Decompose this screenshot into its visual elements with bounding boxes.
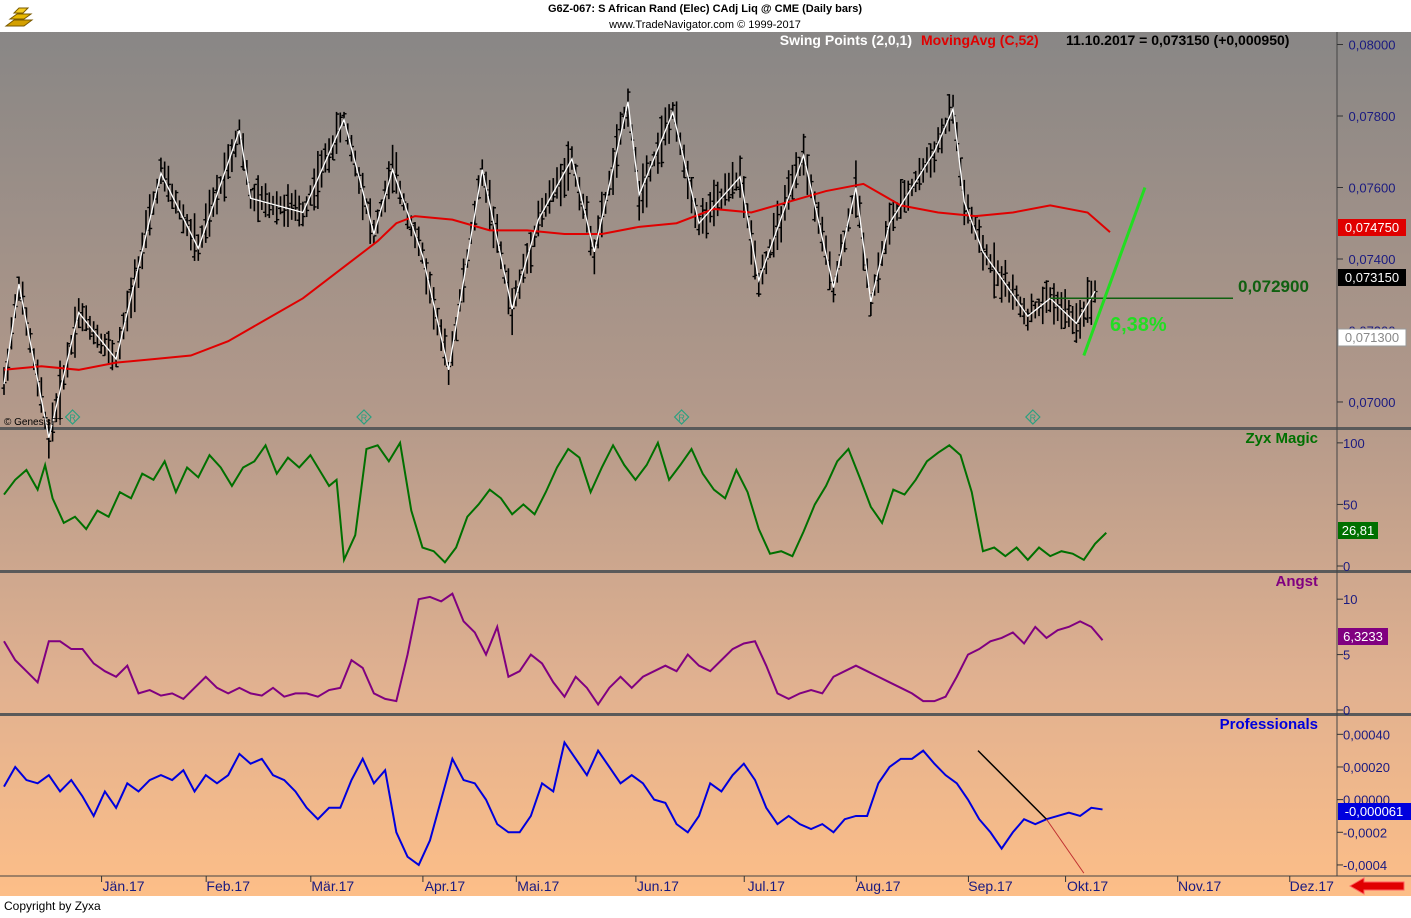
swing-points-layer: [3, 101, 1096, 438]
rollover-r-label: R: [1030, 413, 1037, 423]
zyx-magic-tick-label: 0: [1343, 559, 1350, 574]
professionals-tick-label: 0,00040: [1343, 727, 1390, 742]
ma-last-badge: [1338, 219, 1406, 236]
price-tick-label: 0,07400: [1349, 252, 1396, 267]
top-strip: [0, 0, 1411, 32]
target-line: [1082, 186, 1147, 357]
copyright-credit: Copyright by Zyxa: [4, 899, 101, 913]
professionals-trendline-extension: [1046, 818, 1085, 874]
month-label: Mär.17: [311, 878, 354, 894]
level-line-label: 0,072900: [1238, 277, 1309, 296]
site-credit: www.TradeNavigator.com © 1999-2017: [608, 19, 801, 31]
low-mark-badge: [1337, 328, 1407, 347]
price-tick-label: 0,07800: [1349, 109, 1396, 124]
professionals-title: Professionals: [1220, 716, 1318, 733]
rollover-r-label: R: [69, 413, 76, 423]
zyx-magic-tick-label: 50: [1343, 497, 1357, 512]
rollover-r-label: R: [678, 413, 685, 423]
x-axis: Jän.17 Feb.17 Mär.17 Apr.17 Mai.17 Jun.17 Jul.…: [101, 876, 1335, 894]
legend-quote: 11.10.2017 = 0,073150 (+0,000950): [1066, 32, 1289, 48]
rollover-r-icon: [356, 409, 372, 425]
price-tick-label: 0,07000: [1349, 395, 1396, 410]
swing-points-line: [3, 101, 1096, 438]
rollover-r-icon: [64, 409, 81, 425]
month-label: Feb.17: [206, 878, 250, 894]
rollover-r-icon: [1025, 409, 1041, 425]
close-last-badge: [1338, 269, 1406, 286]
professionals-tick-label: 0,00020: [1343, 760, 1390, 775]
month-label: Jun.17: [637, 878, 679, 894]
professionals-line: [3, 740, 1103, 867]
month-label: Apr.17: [425, 878, 466, 894]
professionals-trendline: [977, 750, 1048, 820]
angst-last-value: 6,3233: [1343, 629, 1383, 644]
gold-bars-logo-icon: [4, 7, 34, 27]
professionals-last-value: -0,000061: [1345, 804, 1404, 819]
rollover-r-label: R: [361, 413, 368, 423]
angst-title: Angst: [1276, 573, 1319, 590]
close-last-value: 0,073150: [1345, 270, 1399, 285]
panel-separator-2[interactable]: [0, 570, 1411, 573]
angst-line: [3, 592, 1104, 707]
low-mark-value: 0,071300: [1345, 330, 1399, 345]
instrument-title: G6Z-067: S African Rand (Elec) CAdj Liq …: [548, 3, 862, 15]
percent-gain-label: 6,38%: [1110, 314, 1167, 336]
month-label: Mai.17: [517, 878, 559, 894]
moving-average-line: [3, 182, 1111, 371]
angst-tick-label: 10: [1343, 592, 1357, 607]
angst-last-badge: [1338, 628, 1388, 645]
legend-swing-points: Swing Points (2,0,1): [780, 32, 912, 48]
price-tick-label: 0,07600: [1349, 180, 1396, 195]
month-label: Okt.17: [1067, 878, 1108, 894]
price-tick-label: 0,08000: [1349, 38, 1396, 53]
bottom-strip: [0, 896, 1411, 913]
zyx-last-value: 26,81: [1342, 523, 1375, 538]
genesis-credit: © GenesisFT: [4, 417, 63, 428]
month-label: Sep.17: [968, 878, 1013, 894]
price-y-axis: 0,080000,078000,076000,074000,072000,070…: [1337, 38, 1396, 410]
month-label: Aug.17: [856, 878, 901, 894]
zyx-magic-line: [3, 440, 1107, 564]
professionals-tick-label: -0,0004: [1343, 858, 1387, 873]
month-label: Nov.17: [1178, 878, 1222, 894]
zyx-magic-tick-label: 100: [1343, 436, 1365, 451]
professionals-tick-label: -0,0002: [1343, 825, 1387, 840]
ma-last-value: 0,074750: [1345, 220, 1399, 235]
rollover-r-icon: [673, 409, 690, 425]
angst-tick-label: 5: [1343, 648, 1350, 663]
month-label: Dez.17: [1290, 878, 1335, 894]
zyx-last-badge: [1338, 522, 1378, 539]
professionals-last-badge: [1338, 803, 1411, 820]
month-label: Jul.17: [748, 878, 786, 894]
angst-panel: 10 5 0: [3, 592, 1357, 718]
panel-separator-1[interactable]: [0, 427, 1411, 430]
price-bars: [1, 88, 1098, 459]
zyx-magic-panel: 100 50 0: [3, 436, 1365, 574]
angst-tick-label: 0: [1343, 703, 1350, 718]
panel-separator-3[interactable]: [0, 713, 1411, 716]
moving-average-layer: [3, 182, 1111, 371]
month-label: Jän.17: [103, 878, 145, 894]
red-arrow-left-icon[interactable]: [1348, 877, 1405, 895]
legend-moving-avg: MovingAvg (C,52): [921, 32, 1039, 48]
zyx-magic-title: Zyx Magic: [1245, 430, 1318, 447]
